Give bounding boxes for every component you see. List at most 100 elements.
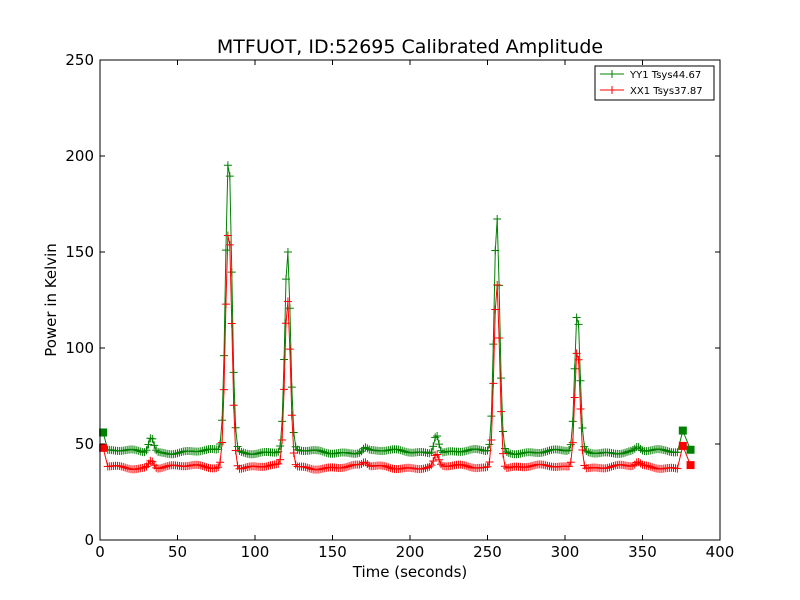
series-point [609, 462, 618, 471]
x-tick-label: 50 [168, 543, 187, 561]
series-point [225, 172, 234, 181]
series-point [212, 464, 221, 473]
series-point [634, 442, 643, 451]
series-point [545, 446, 554, 455]
series-point [214, 445, 223, 454]
series-point [464, 462, 473, 471]
series-point [663, 447, 672, 456]
series-point [287, 383, 296, 392]
series-point [607, 462, 616, 471]
series-point [289, 428, 298, 437]
series-point [462, 446, 471, 455]
series-point [353, 449, 362, 458]
series-point [216, 439, 225, 448]
series-point [276, 455, 285, 464]
series-point [481, 463, 490, 472]
series-point [648, 463, 657, 472]
series-point [218, 416, 227, 425]
series-point [239, 464, 248, 473]
series-point [429, 457, 438, 466]
y-tick-label: 200 [65, 147, 94, 165]
series-point [146, 456, 155, 465]
series-point [146, 434, 155, 443]
series-point [673, 448, 682, 457]
series-point [421, 464, 430, 473]
series-point [574, 355, 583, 364]
series-point [316, 447, 325, 456]
series-point [673, 464, 682, 473]
series-point [435, 440, 444, 449]
series-point [283, 297, 292, 306]
series-point [570, 364, 579, 373]
series-point [282, 319, 290, 328]
series-point [148, 434, 157, 443]
series-point [497, 407, 506, 416]
series-point [231, 423, 240, 432]
series-point [99, 443, 108, 452]
series-point [425, 449, 434, 458]
series-point [646, 462, 655, 471]
series-point [526, 462, 535, 471]
series-point [493, 281, 502, 290]
series-point [678, 426, 687, 435]
y-tick-label: 250 [65, 51, 94, 69]
series-point [576, 376, 585, 385]
series-point [603, 463, 612, 472]
series-point [475, 445, 484, 454]
series-point [123, 464, 132, 473]
series-point [223, 231, 232, 240]
series-point [202, 463, 211, 472]
series-point [504, 463, 513, 472]
series-point [644, 461, 653, 470]
series-point [148, 457, 157, 466]
series-point [220, 385, 228, 394]
legend: YY1 Tsys44.67 XX1 Tsys37.87 [594, 65, 715, 101]
x-tick-label: 250 [473, 543, 502, 561]
y-tick-label: 150 [65, 243, 94, 261]
series-point [398, 446, 407, 455]
series-point [227, 268, 236, 277]
series-point [144, 440, 153, 449]
series-line [102, 165, 691, 455]
series-point [282, 275, 290, 284]
series-point [171, 449, 180, 458]
series-point [285, 345, 294, 354]
legend-label: XX1 Tsys37.87 [630, 86, 703, 97]
series-point [500, 444, 509, 453]
y-tick-label: 0 [84, 531, 94, 549]
series-point [216, 458, 225, 467]
series-point [502, 448, 511, 457]
series-point [491, 246, 500, 255]
series-point [161, 462, 170, 471]
series-point [342, 463, 351, 472]
series-point [427, 448, 436, 457]
series-point [429, 442, 438, 451]
series-point [464, 446, 473, 455]
series-point [305, 464, 314, 473]
series-point [361, 443, 370, 452]
series-point [159, 463, 168, 472]
series-point [278, 417, 287, 426]
series-point [380, 462, 389, 471]
series-point [291, 460, 300, 469]
series-point [541, 461, 550, 470]
axes: 0 50 100 150 200 250 300 350 400 0 50 100 150 200 250 [65, 51, 734, 561]
series-point [543, 461, 552, 470]
series-point [584, 448, 593, 457]
series-point [462, 461, 471, 470]
legend-marker [608, 70, 616, 78]
series-point [363, 459, 372, 468]
series-point [314, 446, 323, 455]
series-point [489, 340, 498, 349]
series-point [433, 432, 442, 441]
series-point [636, 459, 645, 468]
series-point [121, 463, 130, 472]
series-point [628, 461, 637, 470]
series-point [99, 428, 108, 437]
plot-area [99, 161, 695, 474]
series-point [363, 444, 372, 453]
series-point [636, 444, 645, 453]
series-point [318, 447, 327, 456]
series-point [578, 424, 587, 433]
series-point [173, 449, 182, 458]
